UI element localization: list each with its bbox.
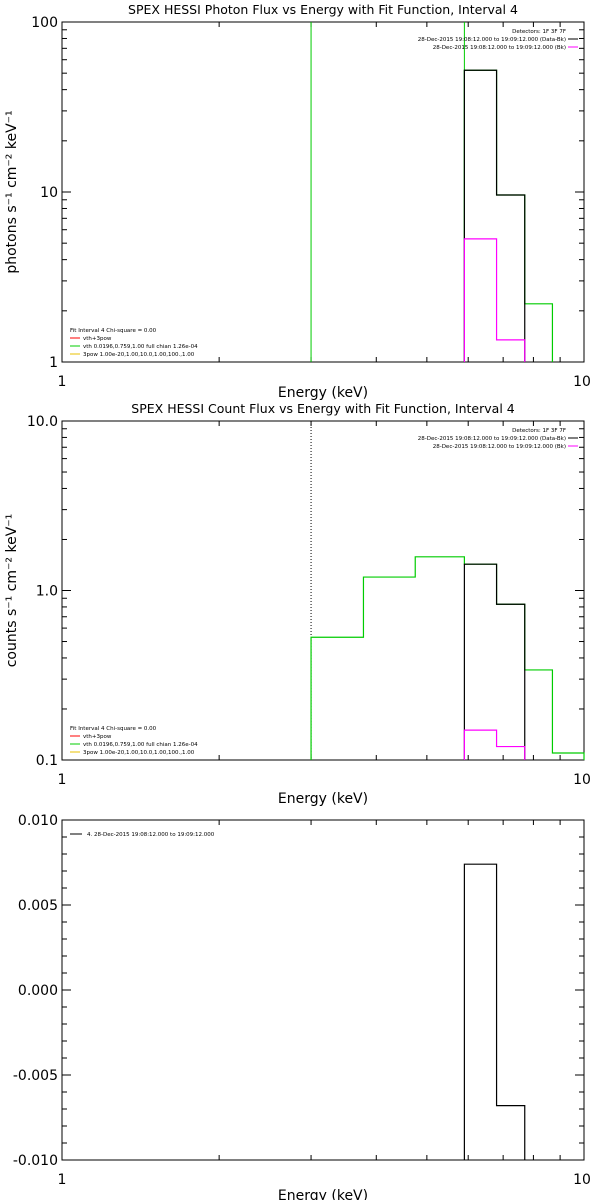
plot1-series-1 <box>463 69 554 362</box>
plot2-series-2 <box>463 563 526 760</box>
plot1-fit-legend-label: vth 0.0196,0.759,1.00 full chian 1.26e-0… <box>83 344 198 350</box>
plot1-x-tick-label: 1 <box>58 374 67 390</box>
plot2-y-axis-label: counts s⁻¹ cm⁻² keV⁻¹ <box>4 514 20 668</box>
plot3-x-tick-label: 1 <box>58 1172 67 1188</box>
plot2-x-tick-label: 10 <box>573 772 591 788</box>
plot2-y-tick-label: 10.0 <box>27 414 58 430</box>
plot3-y-tick-label: -0.005 <box>13 1068 58 1084</box>
plot3-y-tick-label: 0.010 <box>18 813 58 829</box>
plot3-y-tick-label: 0.000 <box>18 983 58 999</box>
plot2-legend-label: 28-Dec-2015 19:08:12.000 to 19:09:12.000… <box>433 444 566 450</box>
plot1-y-tick-label: 1 <box>49 355 58 371</box>
plot3-y-tick-label: 0.005 <box>18 898 58 914</box>
plot2-series-3 <box>463 729 526 760</box>
plot1-legend-label: 28-Dec-2015 19:08:12.000 to 19:09:12.000… <box>418 37 566 43</box>
plot2-fit-legend-label: vth 0.0196,0.759,1.00 full chian 1.26e-0… <box>83 742 198 748</box>
plot3-x-axis-label: Energy (keV) <box>278 1188 368 1200</box>
plot2-title: SPEX HESSI Count Flux vs Energy with Fit… <box>131 401 514 416</box>
plot1-y-tick-label: 100 <box>31 15 58 31</box>
plot2-y-tick-label: 1.0 <box>36 584 58 600</box>
plot3-legend-label: 4. 28-Dec-2015 19:08:12.000 to 19:09:12.… <box>87 832 215 838</box>
plot3-y-tick-label: -0.010 <box>13 1153 58 1169</box>
plot1-x-axis-label: Energy (keV) <box>278 385 368 401</box>
plot2-fit-legend-label: 3pow 1.00e-20,1.00,10.0,1.00,100.,1.00 <box>83 750 195 756</box>
plot1-fit-legend-label: 3pow 1.00e-20,1.00,10.0,1.00,100.,1.00 <box>83 352 195 358</box>
plot1-title: SPEX HESSI Photon Flux vs Energy with Fi… <box>128 2 518 17</box>
plot1-series-2 <box>463 69 526 362</box>
plot2-x-tick-label: 1 <box>58 772 67 788</box>
plot2-frame <box>61 420 585 761</box>
plot3-frame <box>61 819 585 1161</box>
plot1-fit-legend-header: Fit Interval 4 Chi-square = 0.00 <box>70 328 157 334</box>
plot3-x-tick-label: 10 <box>573 1172 591 1188</box>
plot2-legend-header: Detectors: 1F 3F 7F <box>512 428 566 434</box>
plot2-legend-label: 28-Dec-2015 19:08:12.000 to 19:09:12.000… <box>418 436 566 442</box>
plot2-series-1 <box>310 556 585 760</box>
plot1-legend-label: 28-Dec-2015 19:08:12.000 to 19:09:12.000… <box>433 45 566 51</box>
plot2-y-tick-label: 0.1 <box>36 753 58 769</box>
plot1-series-3 <box>463 238 526 362</box>
plot1-y-tick-label: 10 <box>40 185 58 201</box>
plot1-x-tick-label: 10 <box>573 374 591 390</box>
plot1-y-axis-label: photons s⁻¹ cm⁻² keV⁻¹ <box>4 110 20 273</box>
plot3-series-1 <box>463 863 526 1160</box>
plot1-fit-legend-label: vth+3pow <box>83 336 112 342</box>
plot1-frame <box>61 21 585 363</box>
plot1-legend-header: Detectors: 1F 3F 7F <box>512 29 566 35</box>
plot2-fit-legend-header: Fit Interval 4 Chi-square = 0.00 <box>70 726 157 732</box>
plot2-fit-legend-label: vth+3pow <box>83 734 112 740</box>
plot2-x-axis-label: Energy (keV) <box>278 791 368 807</box>
